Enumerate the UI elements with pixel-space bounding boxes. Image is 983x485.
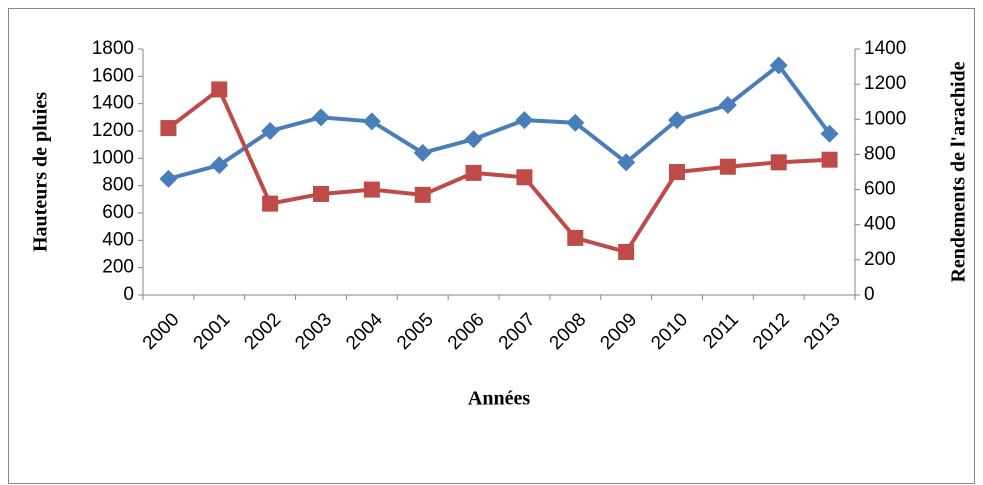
- point-marker: [159, 169, 178, 188]
- point-marker: [312, 108, 330, 127]
- point-marker: [262, 195, 279, 212]
- point-marker: [820, 124, 839, 143]
- point-marker: [617, 153, 636, 172]
- point-marker: [464, 130, 483, 149]
- point-marker: [210, 156, 229, 175]
- y-tick-label: 0: [123, 284, 134, 305]
- chart-border: [8, 8, 975, 484]
- y2-axis-title: Rendements de l'arachide: [948, 61, 970, 282]
- point-marker: [413, 143, 432, 162]
- point-marker: [719, 158, 736, 175]
- y-tick-label: 1600: [92, 65, 134, 86]
- y2-tick-label: 400: [864, 214, 896, 235]
- y-tick-label: 1800: [92, 38, 134, 59]
- y2-tick-label: 1400: [864, 38, 906, 59]
- point-marker: [363, 181, 380, 198]
- y-axis-title: Hauteurs de pluies: [30, 92, 52, 252]
- point-marker: [261, 122, 280, 140]
- point-marker: [515, 111, 534, 130]
- x-axis-title: Années: [468, 388, 530, 410]
- y-tick-label: 1400: [92, 93, 134, 114]
- point-marker: [362, 112, 381, 131]
- point-marker: [668, 111, 686, 130]
- y2-tick-label: 200: [864, 249, 896, 270]
- point-marker: [414, 186, 431, 203]
- series-line: [167, 63, 832, 181]
- y-tick-label: 200: [102, 257, 134, 278]
- point-marker: [769, 56, 788, 75]
- series-line: [167, 87, 830, 254]
- point-marker: [821, 151, 838, 168]
- y-tick-label: 1200: [92, 120, 134, 141]
- y-tick-label: 1000: [92, 147, 134, 168]
- y2-tick-label: 600: [864, 179, 896, 200]
- point-marker: [211, 81, 228, 98]
- y2-tick-label: 800: [864, 143, 896, 164]
- point-marker: [566, 113, 585, 132]
- point-marker: [618, 243, 635, 260]
- point-marker: [718, 96, 737, 115]
- point-marker: [669, 164, 685, 180]
- point-marker: [313, 185, 329, 202]
- y2-tick-label: 1200: [864, 73, 906, 94]
- y-tick-label: 600: [102, 202, 134, 223]
- y2-tick-label: 0: [864, 284, 875, 305]
- y2-tick-label: 1000: [864, 108, 906, 129]
- point-marker: [465, 164, 482, 181]
- point-marker: [516, 169, 533, 186]
- y-tick-label: 800: [102, 175, 134, 196]
- point-marker: [567, 229, 584, 246]
- point-marker: [160, 120, 177, 137]
- point-marker: [770, 154, 787, 171]
- y-tick-label: 400: [102, 229, 134, 250]
